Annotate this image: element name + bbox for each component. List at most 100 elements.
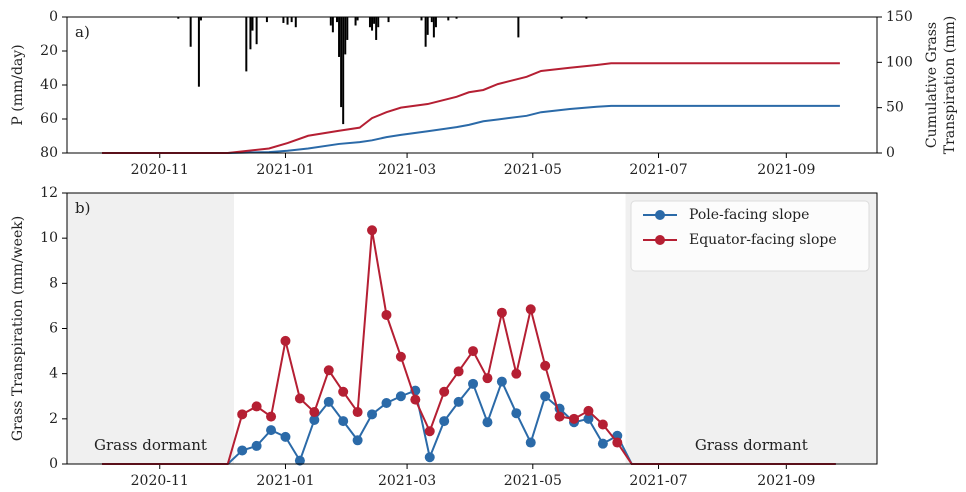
precip-bar [387,17,390,23]
precip-bar [377,17,380,28]
x-tick-label: 2021-01 [256,162,314,178]
precip-bar [338,17,341,57]
y-tick-label: 8 [49,275,58,291]
precip-bar [342,17,345,125]
x-tick-label: 2021-01 [256,473,314,489]
series-marker [381,309,392,320]
y-tick-label: 6 [49,321,58,337]
y-tick-label: 0 [49,9,58,25]
series-marker [280,431,291,442]
precip-bar [432,17,435,38]
series-marker [309,407,320,418]
precip-bar [189,17,192,47]
precip-bar [371,17,374,31]
y2-tick-label: 150 [886,9,913,25]
x-tick-label: 2021-07 [629,162,687,178]
precip-bar [199,17,202,21]
series-marker [583,413,594,424]
series-marker [338,386,349,397]
y-axis-label: Grass Transpiration (mm/week) [10,216,26,441]
series-marker [525,437,536,448]
y-tick-label: 20 [40,43,58,59]
precip-bar [245,17,248,72]
series-marker [453,366,464,377]
series-marker [323,365,334,376]
series-marker [583,405,594,416]
precip-bar [356,17,359,21]
series-marker [439,386,450,397]
precip-bar [517,17,520,38]
precip-bar [294,17,297,28]
precip-bar [434,17,437,28]
legend-box [630,200,870,272]
x-tick-label: 2020-11 [131,162,189,178]
span-annotation: Grass dormant [94,436,207,454]
precip-bar [265,17,268,23]
precip-bar [177,17,180,19]
series-marker [511,408,522,419]
y-tick-label: 4 [49,366,58,382]
plot-frame [66,192,878,465]
series-marker [597,438,608,449]
precip-bar [249,17,252,50]
series-marker [367,409,378,420]
x-tick-label: 2020-11 [131,473,189,489]
x-tick-label: 2021-07 [629,473,687,489]
legend-marker [655,235,665,245]
y2-axis-label: Transpiration (mm) [942,16,958,155]
x-tick-label: 2021-03 [378,162,436,178]
series-marker [367,225,378,236]
precip-bar [420,17,423,21]
series-marker [237,409,248,420]
series-marker [251,401,262,412]
series-marker [424,426,435,437]
y2-tick-label: 100 [886,54,913,70]
series-marker [280,335,291,346]
series-marker [266,425,277,436]
precip-bar [354,17,357,26]
series-marker [482,417,493,428]
y-tick-label: 12 [40,185,58,201]
precip-bar [286,17,289,25]
precip-bar [340,17,343,108]
legend-label: Equator-facing slope [689,232,837,248]
x-tick-label: 2021-05 [504,473,562,489]
series-marker [612,437,623,448]
series-line [102,104,840,154]
y2-tick-label: 0 [886,145,895,161]
y-tick-label: 60 [40,111,58,127]
y-tick-label: 2 [49,411,58,427]
precip-bar [290,17,293,23]
y2-axis-label: Cumulative Grass [924,22,940,148]
series-marker [381,398,392,409]
series-marker [352,407,363,418]
shaded-span [67,193,234,464]
series-marker [395,351,406,362]
series-marker [323,396,334,407]
precip-bar [585,17,588,19]
y-axis-label: P (mm/day) [10,44,26,125]
series-marker [597,419,608,430]
legend-label: Pole-facing slope [689,207,809,223]
precip-bar [197,17,200,87]
legend-marker [655,210,665,220]
series-marker [453,396,464,407]
precip-bar [251,17,254,31]
precip-bar [368,17,371,28]
series-marker [395,391,406,402]
series-marker [511,368,522,379]
precip-bar [373,17,376,24]
precip-bar [426,17,429,35]
series-marker [251,440,262,451]
series-marker [468,378,479,389]
series-marker [540,391,551,402]
precip-bar [447,17,450,21]
y-tick-label: 80 [40,145,58,161]
precip-bar [560,17,563,19]
series-marker [525,304,536,315]
x-tick-label: 2021-05 [504,162,562,178]
series-marker [424,452,435,463]
series-marker [482,373,493,384]
series-marker [266,411,277,422]
